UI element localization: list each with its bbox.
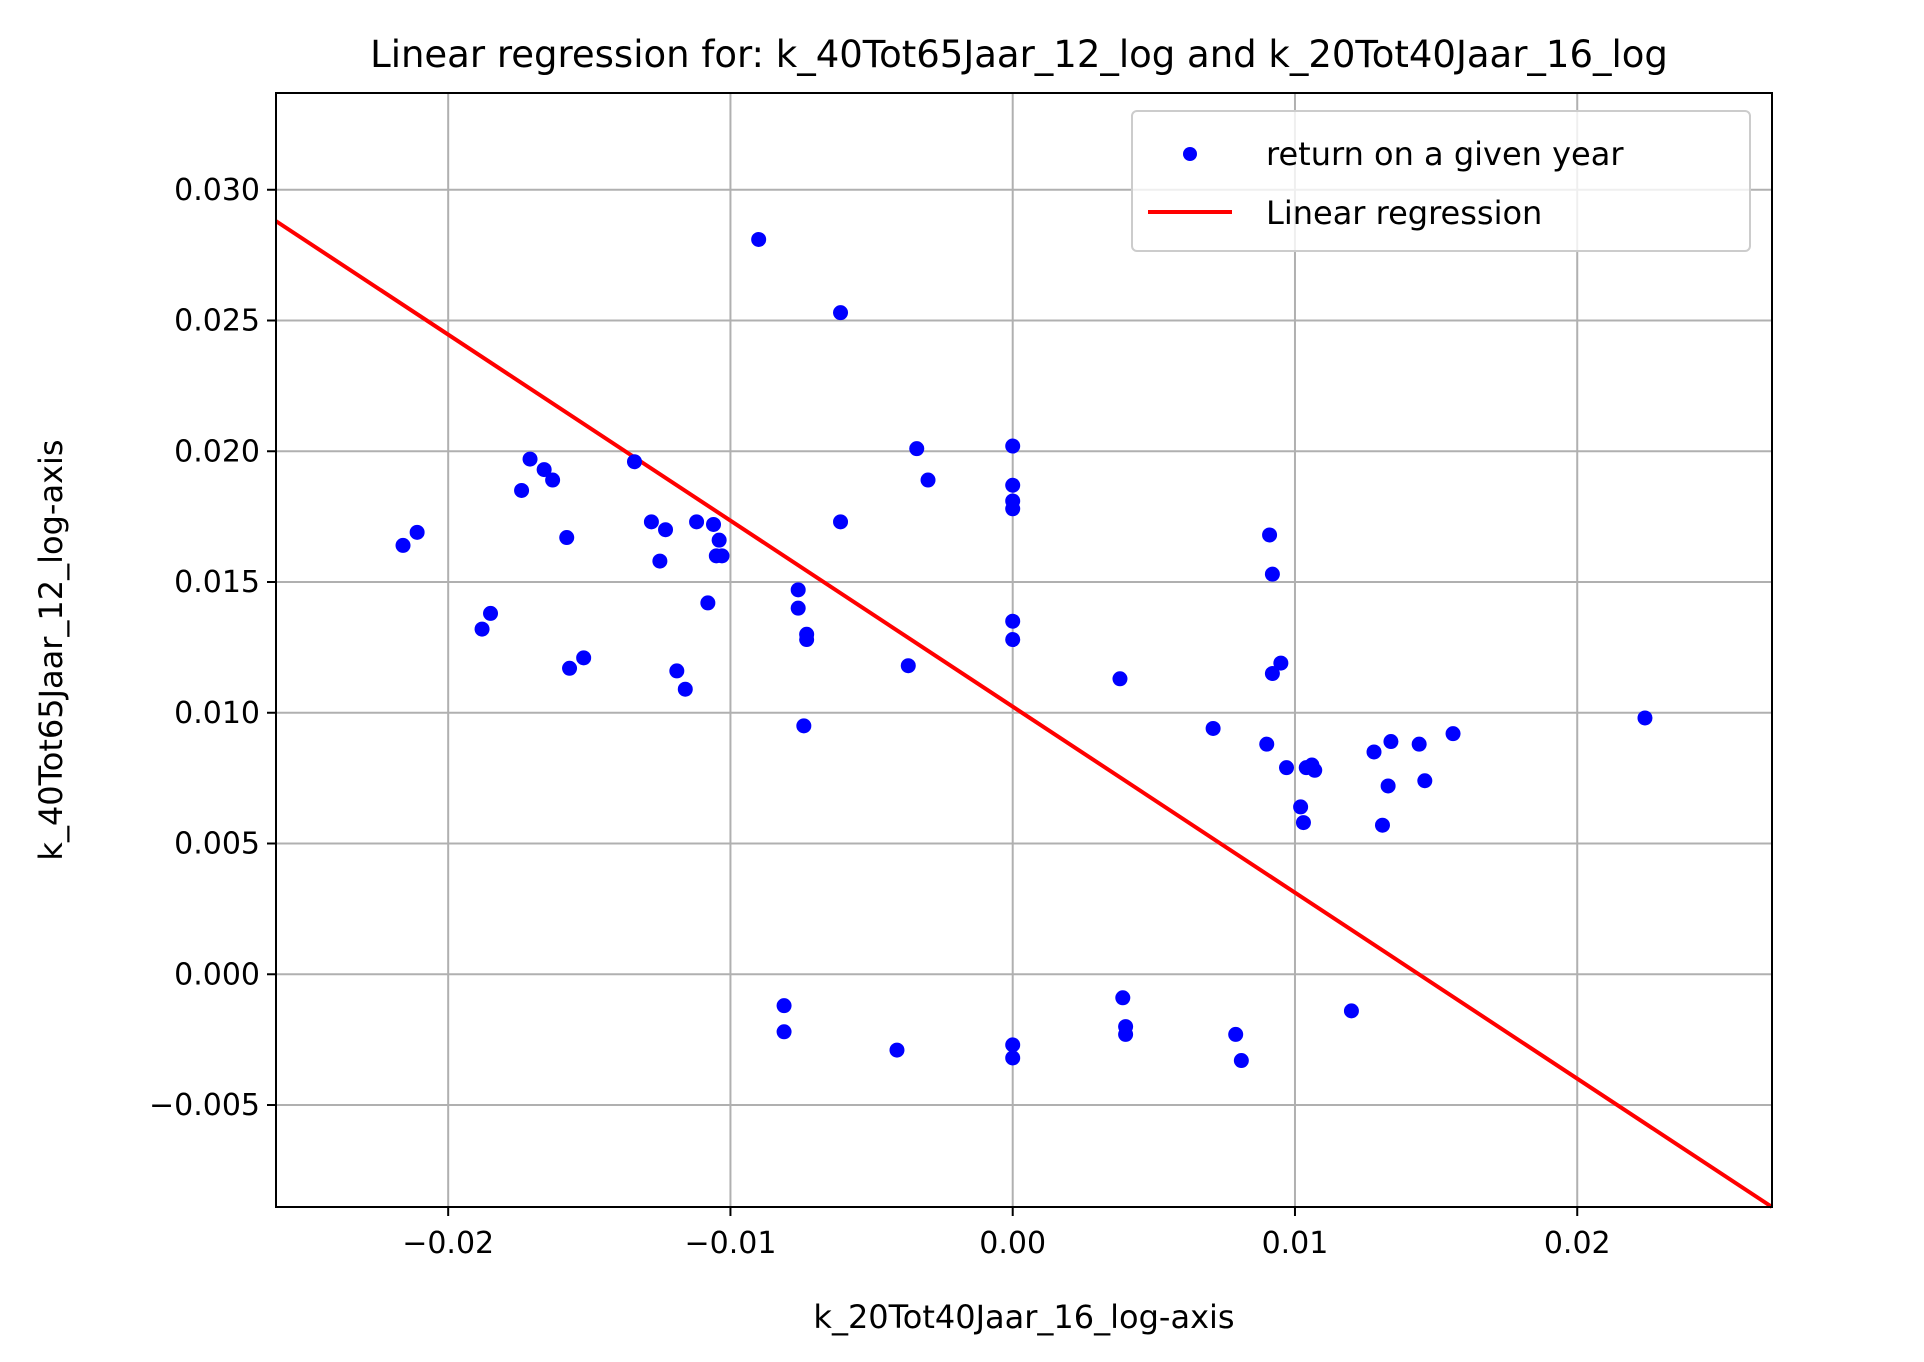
- data-point: [1366, 744, 1382, 760]
- data-point: [1228, 1026, 1244, 1042]
- data-point: [483, 605, 499, 621]
- data-point: [900, 658, 916, 674]
- data-point: [1264, 566, 1280, 582]
- data-point: [652, 553, 668, 569]
- x-axis-label: k_20Tot40Jaar_16_log-axis: [813, 1298, 1234, 1336]
- data-point: [474, 621, 490, 637]
- y-tick-label: 0.015: [174, 565, 260, 600]
- data-point: [799, 632, 815, 648]
- regression-line: [274, 219, 1774, 1209]
- grid-lines: [276, 93, 1772, 1207]
- data-point: [1411, 736, 1427, 752]
- data-point: [1343, 1003, 1359, 1019]
- plot-frame: [275, 92, 1773, 1208]
- data-point: [1295, 815, 1311, 831]
- data-point: [522, 451, 538, 467]
- data-point: [1005, 501, 1021, 517]
- data-point: [1259, 736, 1275, 752]
- y-tick-label: 0.000: [174, 957, 260, 992]
- data-point: [700, 595, 716, 611]
- data-point: [920, 472, 936, 488]
- data-point: [1264, 666, 1280, 682]
- data-point: [1279, 760, 1295, 776]
- data-point: [751, 231, 767, 247]
- data-point: [833, 305, 849, 321]
- data-point: [626, 454, 642, 470]
- data-point: [714, 548, 730, 564]
- data-point: [562, 660, 578, 676]
- data-point: [1005, 632, 1021, 648]
- data-point: [1637, 710, 1653, 726]
- data-point: [776, 998, 792, 1014]
- data-point: [1417, 773, 1433, 789]
- y-tick-label: 0.030: [174, 173, 260, 208]
- data-point: [706, 516, 722, 532]
- chart-title: Linear regression for: k_40Tot65Jaar_12_…: [370, 33, 1668, 76]
- data-point: [658, 522, 674, 538]
- data-point: [1115, 990, 1131, 1006]
- legend-label-scatter: return on a given year: [1266, 135, 1624, 173]
- data-point: [1118, 1026, 1134, 1042]
- y-tick-label: 0.020: [174, 434, 260, 469]
- data-point: [689, 514, 705, 530]
- data-point: [1262, 527, 1278, 543]
- data-point: [1205, 720, 1221, 736]
- data-point: [677, 681, 693, 697]
- data-point: [1112, 671, 1128, 687]
- data-point: [1374, 817, 1390, 833]
- legend-marker-scatter: [1183, 147, 1197, 161]
- data-point: [790, 582, 806, 598]
- regression-line-layer: [274, 219, 1774, 1209]
- data-point: [1005, 1037, 1021, 1053]
- data-point: [1005, 438, 1021, 454]
- scatter-points: [395, 231, 1653, 1069]
- data-point: [1307, 762, 1323, 778]
- data-point: [1445, 726, 1461, 742]
- data-point: [643, 514, 659, 530]
- data-point: [409, 524, 425, 540]
- x-axis-ticks: −0.02 −0.01 0.00 0.01 0.02: [402, 1207, 1611, 1261]
- y-tick-label: 0.010: [174, 696, 260, 731]
- legend: return on a given year Linear regression: [1131, 110, 1751, 252]
- data-point: [576, 650, 592, 666]
- data-point: [1005, 1050, 1021, 1066]
- y-tick-label: 0.005: [174, 827, 260, 862]
- data-point: [909, 441, 925, 457]
- data-point: [1233, 1053, 1249, 1069]
- data-point: [889, 1042, 905, 1058]
- x-tick-label: −0.01: [684, 1226, 776, 1261]
- data-point: [1005, 477, 1021, 493]
- data-point: [395, 537, 411, 553]
- data-point: [559, 530, 575, 546]
- data-point: [711, 532, 727, 548]
- x-tick-label: 0.02: [1544, 1226, 1611, 1261]
- data-point: [536, 462, 552, 478]
- data-point: [545, 472, 561, 488]
- y-axis-label: k_40Tot65Jaar_12_log-axis: [32, 439, 70, 860]
- data-point: [776, 1024, 792, 1040]
- y-tick-label: −0.005: [149, 1088, 260, 1123]
- data-point: [796, 718, 812, 734]
- data-point: [1273, 655, 1289, 671]
- x-tick-label: 0.00: [979, 1226, 1046, 1261]
- data-point: [1005, 613, 1021, 629]
- x-tick-label: −0.02: [402, 1226, 494, 1261]
- data-point: [790, 600, 806, 616]
- x-tick-label: 0.01: [1262, 1226, 1329, 1261]
- y-axis-ticks: −0.005 0.000 0.005 0.010 0.015 0.020 0.025 0.03…: [149, 173, 276, 1123]
- data-point: [833, 514, 849, 530]
- data-point: [514, 482, 530, 498]
- data-point: [1380, 778, 1396, 794]
- data-point: [1293, 799, 1309, 815]
- legend-box: [1131, 110, 1751, 252]
- legend-label-line: Linear regression: [1266, 194, 1542, 232]
- data-point: [669, 663, 685, 679]
- data-point: [1383, 734, 1399, 750]
- y-tick-label: 0.025: [174, 304, 260, 339]
